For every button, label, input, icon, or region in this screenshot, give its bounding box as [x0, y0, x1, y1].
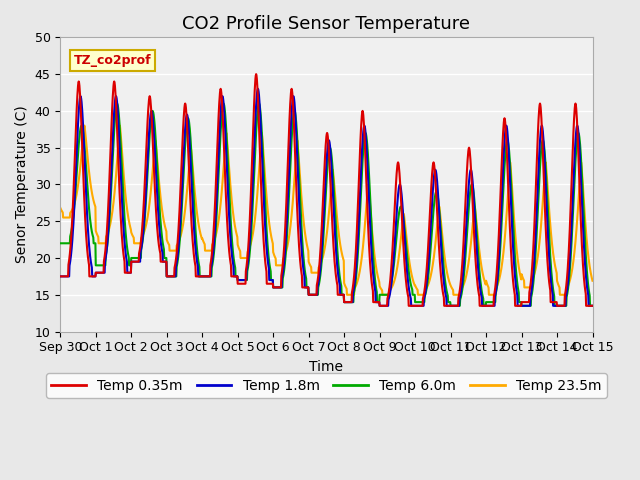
Temp 6.0m: [522, 303, 529, 309]
Temp 6.0m: [177, 227, 184, 232]
Temp 1.8m: [56, 274, 64, 279]
Temp 23.5m: [97, 240, 104, 246]
Temp 23.5m: [343, 292, 351, 298]
Line: Temp 6.0m: Temp 6.0m: [60, 104, 593, 306]
Temp 1.8m: [254, 86, 262, 92]
Temp 1.8m: [177, 220, 184, 226]
Temp 6.0m: [56, 240, 64, 246]
Temp 1.8m: [589, 303, 596, 309]
Temp 0.35m: [56, 274, 64, 279]
Line: Temp 23.5m: Temp 23.5m: [60, 126, 593, 295]
Temp 6.0m: [113, 101, 121, 107]
Temp 6.0m: [589, 303, 596, 309]
Temp 6.0m: [447, 303, 454, 309]
Temp 0.35m: [97, 270, 104, 276]
Y-axis label: Senor Temperature (C): Senor Temperature (C): [15, 106, 29, 264]
Temp 6.0m: [366, 193, 374, 199]
Temp 0.35m: [589, 303, 596, 309]
Text: TZ_co2prof: TZ_co2prof: [74, 54, 151, 67]
Temp 6.0m: [504, 138, 511, 144]
Temp 23.5m: [177, 233, 184, 239]
Temp 23.5m: [522, 285, 529, 290]
Temp 0.35m: [376, 303, 383, 309]
Temp 23.5m: [504, 195, 511, 201]
Temp 0.35m: [252, 71, 260, 77]
Temp 0.35m: [177, 193, 184, 199]
Temp 23.5m: [81, 123, 88, 129]
Temp 1.8m: [366, 220, 374, 226]
Temp 1.8m: [97, 270, 104, 276]
Temp 1.8m: [522, 303, 529, 309]
Line: Temp 0.35m: Temp 0.35m: [60, 74, 593, 306]
Line: Temp 1.8m: Temp 1.8m: [60, 89, 593, 306]
Temp 0.35m: [522, 299, 529, 305]
Temp 23.5m: [56, 205, 64, 211]
Temp 6.0m: [220, 101, 227, 107]
Temp 23.5m: [220, 171, 227, 177]
Temp 0.35m: [366, 260, 374, 265]
Title: CO2 Profile Sensor Temperature: CO2 Profile Sensor Temperature: [182, 15, 470, 33]
X-axis label: Time: Time: [309, 360, 344, 374]
Temp 1.8m: [376, 303, 383, 309]
Temp 23.5m: [589, 278, 596, 284]
Temp 0.35m: [219, 115, 227, 120]
Temp 1.8m: [504, 133, 511, 139]
Legend: Temp 0.35m, Temp 1.8m, Temp 6.0m, Temp 23.5m: Temp 0.35m, Temp 1.8m, Temp 6.0m, Temp 2…: [46, 373, 607, 398]
Temp 6.0m: [97, 263, 104, 268]
Temp 0.35m: [504, 170, 511, 176]
Temp 23.5m: [367, 206, 374, 212]
Temp 1.8m: [219, 94, 227, 100]
